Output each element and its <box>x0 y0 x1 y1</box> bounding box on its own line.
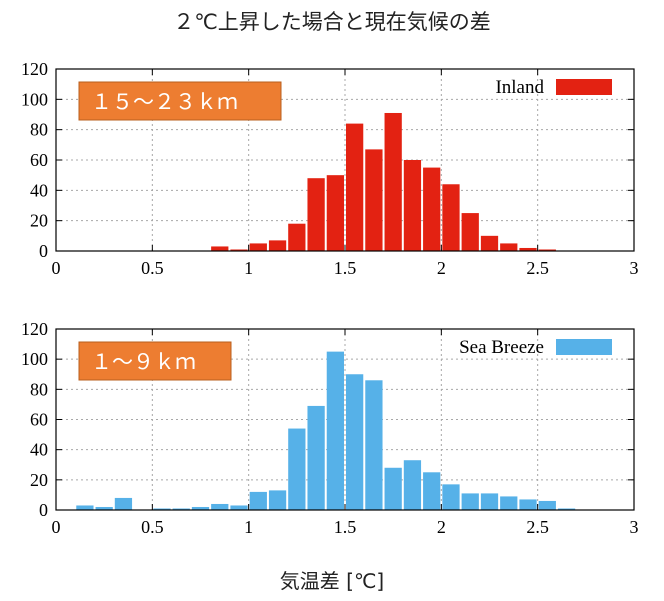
x-tick-label: 2.5 <box>526 517 549 537</box>
x-tick-label: 1.5 <box>334 258 357 278</box>
chart-panel-2: 0 0.5 1 1.5 2 2.5 3 0 20 40 60 80 100 120 １〜９ｋｍ Sea Bre… <box>21 319 639 537</box>
x-tick-label: 3 <box>630 258 639 278</box>
histogram-bar <box>153 508 171 510</box>
histogram-bar <box>403 160 422 251</box>
legend-label: Inland <box>495 77 544 98</box>
histogram-bar <box>519 247 537 251</box>
y-tick-label: 20 <box>30 211 48 231</box>
histogram-bar <box>326 351 344 510</box>
range-label-box <box>78 81 282 121</box>
histogram-bar <box>191 506 210 510</box>
y-tick-label: 20 <box>30 470 48 490</box>
chart-title: ２℃上昇した場合と現在気候の差 <box>173 10 491 34</box>
histogram-bar <box>172 508 190 510</box>
histogram-bar <box>307 405 325 510</box>
y-tick-label: 40 <box>30 180 48 200</box>
y-tick-label: 0 <box>39 241 48 261</box>
histogram-bar <box>461 493 479 510</box>
histogram-bar <box>268 240 287 251</box>
y-tick-label: 60 <box>30 150 48 170</box>
range-label: １５〜２３ｋｍ <box>91 90 238 114</box>
histogram-bar <box>365 380 383 510</box>
x-tick-label: 3 <box>630 517 639 537</box>
chart-panel-1: 0 0.5 1 1.5 2 2.5 3 0 20 40 60 80 100 120 １５〜２３ｋｍ Inlan… <box>21 59 639 278</box>
histogram-bar <box>230 505 248 510</box>
histogram-bar <box>442 184 460 251</box>
histogram-bar <box>114 497 133 510</box>
x-tick-label: 1 <box>244 258 253 278</box>
histogram-bar <box>307 178 325 251</box>
histogram-bar <box>268 490 287 510</box>
histogram-bar <box>500 243 518 251</box>
y-tick-label: 80 <box>30 379 48 399</box>
histogram-bar <box>384 467 402 510</box>
legend-label: Sea Breeze <box>459 337 544 358</box>
y-tick-label: 120 <box>21 319 48 339</box>
histogram-bar <box>423 167 441 251</box>
x-tick-label: 1 <box>244 517 253 537</box>
y-tick-label: 0 <box>39 500 48 520</box>
histogram-bar <box>95 506 113 510</box>
legend-swatch <box>556 339 612 355</box>
y-tick-label: 60 <box>30 410 48 430</box>
range-label: １〜９ｋｍ <box>91 350 196 374</box>
histogram-bar <box>249 243 267 251</box>
histogram-bar <box>442 484 460 510</box>
y-tick-label: 100 <box>21 89 48 109</box>
histogram-bar <box>480 493 499 510</box>
histogram-bar <box>346 374 364 510</box>
histogram-bar <box>480 235 499 251</box>
x-tick-label: 2.5 <box>526 258 549 278</box>
y-tick-label: 120 <box>21 59 48 79</box>
histogram-bar <box>288 428 306 510</box>
histogram-bar <box>384 112 402 251</box>
y-tick-label: 80 <box>30 120 48 140</box>
histogram-bar <box>403 460 422 510</box>
histogram-bar <box>538 249 556 251</box>
y-tick-label: 100 <box>21 349 48 369</box>
histogram-bar <box>538 500 556 510</box>
histogram-bar <box>519 499 537 510</box>
x-axis-label: 気温差 [℃] <box>279 569 385 593</box>
x-tick-label: 1.5 <box>334 517 357 537</box>
legend-swatch <box>556 79 612 95</box>
x-tick-label: 0.5 <box>141 517 164 537</box>
histogram-bar <box>365 149 383 251</box>
histogram-bar <box>500 496 518 510</box>
histogram-bar <box>211 246 229 251</box>
histogram-bar <box>423 472 441 510</box>
x-tick-label: 0 <box>52 258 61 278</box>
histogram-bar <box>346 123 364 251</box>
histogram-bar <box>76 505 94 510</box>
histogram-bar <box>230 249 248 251</box>
histogram-bar <box>249 491 267 510</box>
histogram-bar <box>211 503 229 510</box>
histogram-bar <box>461 213 479 251</box>
y-tick-label: 40 <box>30 440 48 460</box>
x-tick-label: 0 <box>52 517 61 537</box>
histogram-bar <box>326 175 344 251</box>
x-tick-label: 2 <box>437 517 446 537</box>
histogram-bar <box>557 508 576 510</box>
histogram-bar <box>288 223 306 251</box>
x-tick-label: 0.5 <box>141 258 164 278</box>
x-tick-label: 2 <box>437 258 446 278</box>
range-label-box <box>78 341 232 381</box>
